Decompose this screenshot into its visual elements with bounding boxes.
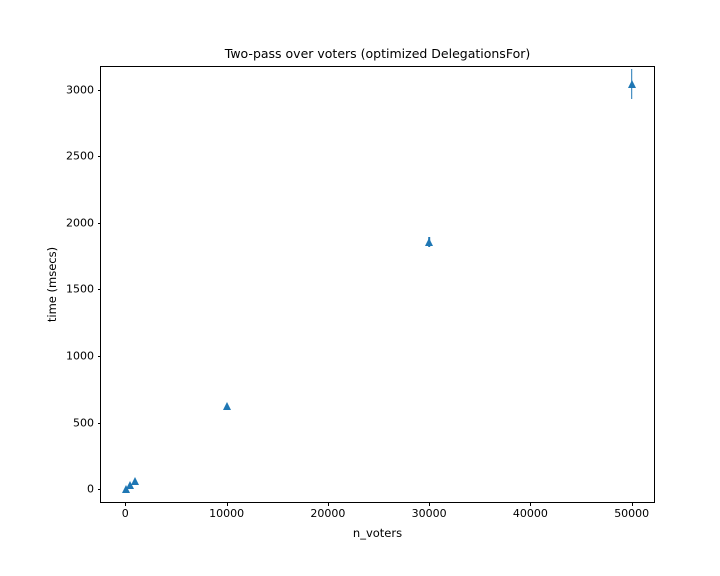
y-axis-tick-mark [97,222,101,224]
x-axis-tick-mark [530,502,532,506]
y-axis-tick-label: 3000 [66,83,94,97]
data-point-hit-area[interactable] [220,399,234,413]
x-axis-tick-mark [631,502,633,506]
y-axis-tick-mark [97,422,101,424]
plot-inner: 0 500 1000 1500 2000 2500 3000 0 10000 20000 30000… [66,67,654,520]
data-point-hit-area[interactable] [422,235,436,249]
y-axis-label: time (msecs) [45,246,59,323]
data-point-marker[interactable] [131,476,140,485]
y-axis-tick-mark [97,489,101,491]
x-axis-tick-label: 30000 [411,507,447,520]
y-axis-tick-mark [97,356,101,358]
data-point-marker[interactable] [222,402,231,411]
y-axis-tick-mark [97,89,101,91]
data-point-marker[interactable] [122,484,131,493]
data-point-marker[interactable] [126,481,135,490]
data-point-marker[interactable] [627,79,636,88]
x-axis-tick-label: 40000 [512,507,548,520]
x-axis-tick-label: 50000 [614,507,650,520]
y-axis-tick-mark [97,289,101,291]
x-axis-tick-mark [226,502,228,506]
y-axis-tick-label: 0 [87,482,94,496]
plot-area[interactable]: 0 500 1000 1500 2000 2500 3000 0 10000 20000 30000… [66,66,655,520]
data-point-marker[interactable] [425,237,434,246]
x-axis-tick-label: 20000 [310,507,346,520]
y-axis-label-container: time (msecs) [44,66,60,503]
data-point-hit-area[interactable] [128,474,142,488]
x-axis-tick-label: 10000 [209,507,245,520]
y-axis-tick-label: 500 [73,416,94,430]
x-axis-label: n_voters [352,526,403,540]
y-axis-tick-label: 1000 [66,349,94,363]
y-axis-tick-label: 2000 [66,216,94,230]
x-axis-tick-mark [429,502,431,506]
x-axis-tick-mark [327,502,329,506]
data-point-hit-area[interactable] [625,77,639,91]
y-axis-tick-mark [97,156,101,158]
x-axis-tick-label: 0 [121,507,129,520]
y-axis-tick-label: 1500 [66,282,94,296]
x-axis-tick-mark [125,502,127,506]
chart-title: Two-pass over voters (optimized Delegati… [224,46,531,61]
y-axis-tick-label: 2500 [66,149,94,163]
